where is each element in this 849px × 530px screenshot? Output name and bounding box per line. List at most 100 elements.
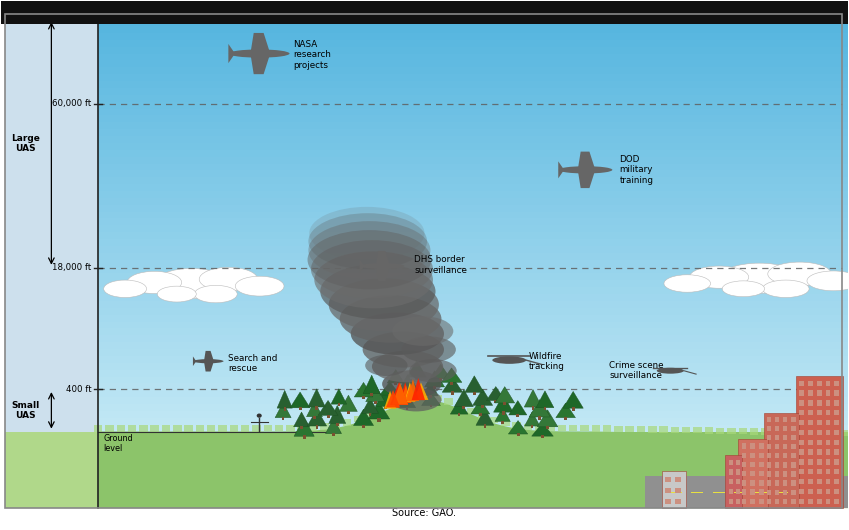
Bar [808,439,812,445]
Bar [98,143,848,150]
Polygon shape [578,170,595,188]
Polygon shape [204,351,214,361]
Bar [735,479,739,484]
Bar [835,391,839,396]
Bar [791,435,796,440]
Bar [835,479,839,484]
Bar [98,211,848,218]
Bar [751,444,756,449]
Bar [98,33,848,40]
Bar [558,425,566,431]
Bar [841,430,849,436]
Polygon shape [366,384,385,402]
Polygon shape [486,386,505,401]
Ellipse shape [329,278,439,331]
Bar [783,453,788,458]
Bar [1,1,848,24]
Text: DOD
military
training: DOD military training [620,155,654,185]
Bar [162,425,171,431]
Bar [728,470,733,475]
Bar [365,411,374,418]
Ellipse shape [309,207,424,260]
Bar [775,490,779,495]
Bar [799,391,804,396]
Bar [835,489,839,494]
Bar [502,421,503,423]
Bar [817,479,822,484]
Bar [791,453,796,458]
Bar [196,425,205,431]
Polygon shape [375,388,396,407]
Bar [388,394,391,397]
Polygon shape [384,391,396,409]
Bar [458,413,460,416]
Bar [783,481,788,486]
Ellipse shape [314,251,433,308]
Bar [775,417,779,422]
Text: Figure 2: Examples of Current Uses for UAS and their Altitudes of Operation: Figure 2: Examples of Current Uses for U… [11,14,476,24]
Bar [98,60,848,67]
Polygon shape [495,408,510,421]
Ellipse shape [719,263,800,293]
Polygon shape [294,412,310,427]
Bar [751,480,756,485]
Bar [791,499,796,504]
Bar [543,407,546,410]
Bar [776,492,788,493]
Polygon shape [537,410,558,427]
Polygon shape [465,376,484,392]
Bar [767,471,772,476]
Bar [666,477,672,482]
Bar [741,453,746,458]
Bar [571,408,575,411]
Bar [207,425,216,431]
Bar [775,462,779,467]
Bar [98,425,848,431]
Polygon shape [402,379,422,397]
Bar [775,453,779,458]
Bar [767,481,772,486]
Bar [531,406,534,410]
Polygon shape [392,383,408,404]
Polygon shape [193,356,196,366]
Bar [406,407,408,410]
Bar [98,109,848,116]
Ellipse shape [200,267,258,291]
Bar [98,157,848,164]
Bar [370,393,373,396]
Bar [712,492,724,493]
Bar [433,386,436,390]
Bar [98,191,848,198]
Bar [535,425,543,431]
Polygon shape [98,400,848,508]
Bar [818,429,826,436]
Bar [725,455,742,508]
Bar [735,489,739,494]
Polygon shape [331,389,346,404]
Bar [799,410,804,416]
Bar [229,425,238,431]
Polygon shape [559,161,564,179]
Polygon shape [412,378,425,400]
Bar [817,430,822,435]
Polygon shape [360,259,364,273]
Bar [5,431,98,508]
Bar [637,426,645,432]
Polygon shape [556,403,576,418]
Ellipse shape [657,368,683,374]
Bar [538,416,542,420]
Bar [835,449,839,455]
Ellipse shape [365,355,408,376]
Bar [773,429,781,435]
Text: Crime scene
surveillance: Crime scene surveillance [610,361,664,381]
Polygon shape [408,360,426,377]
Bar [297,425,306,431]
Bar [825,439,830,445]
Polygon shape [476,409,494,425]
Bar [98,184,848,191]
Polygon shape [387,369,404,383]
Bar [98,81,848,88]
Bar [795,429,803,435]
Bar [751,453,756,458]
Bar [98,329,848,335]
